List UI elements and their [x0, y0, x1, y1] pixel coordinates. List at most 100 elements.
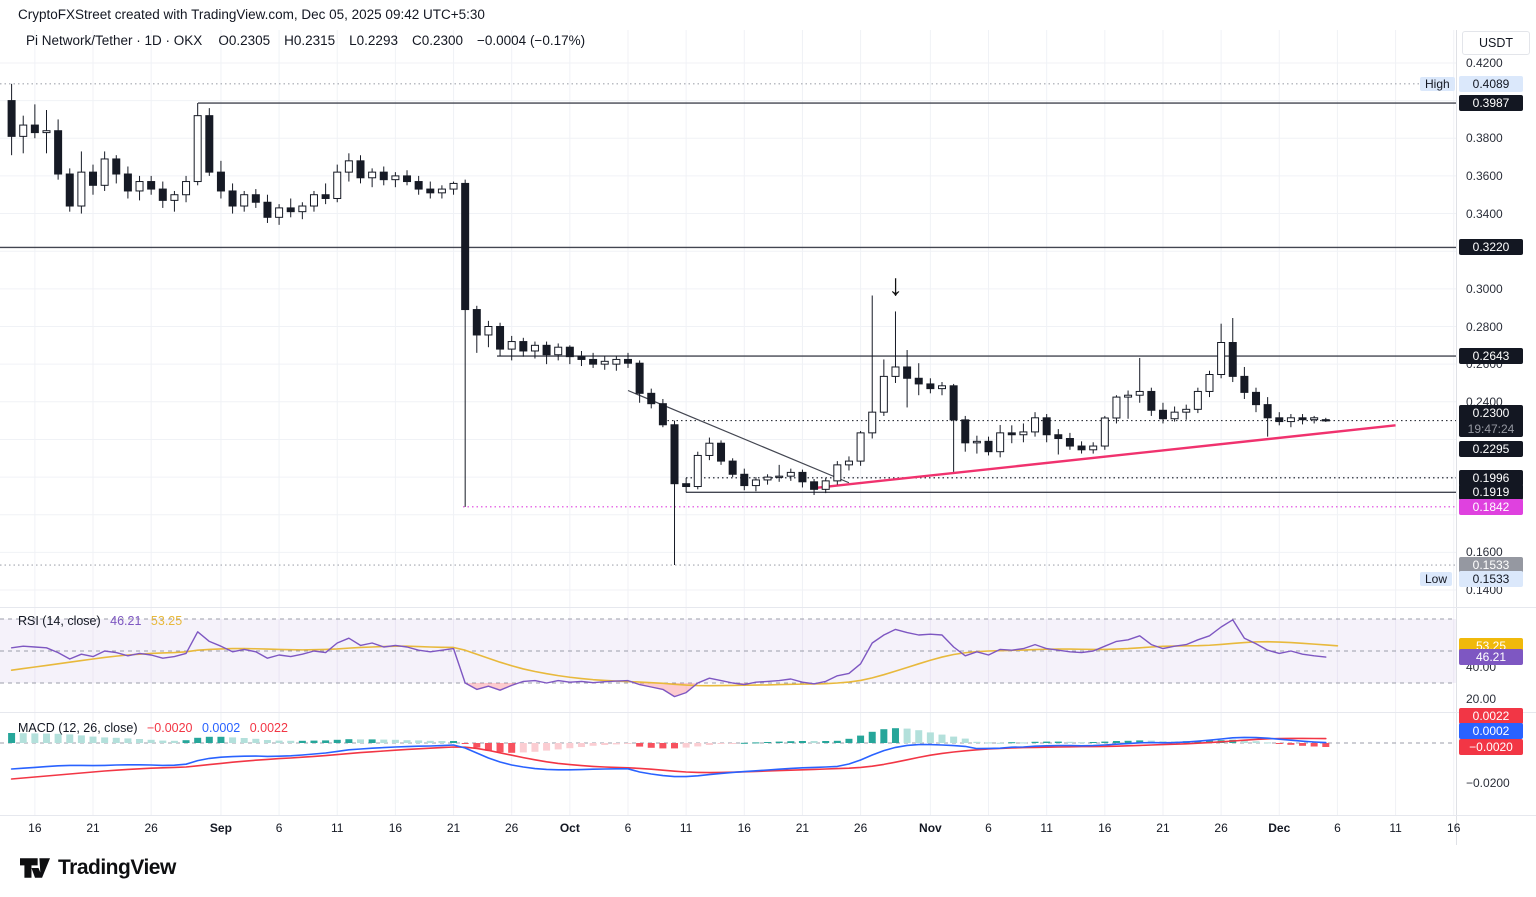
macd-title[interactable]: MACD (12, 26, close) [18, 721, 138, 735]
time-tick-Nov[interactable]: Nov [919, 821, 942, 835]
time-tick-6[interactable]: 6 [624, 821, 632, 835]
candle-body [1310, 417, 1319, 421]
time-tick-11[interactable]: 11 [331, 821, 344, 835]
candle-body [1298, 417, 1307, 421]
candle-body [1158, 409, 1167, 420]
macd-hist-bar [240, 738, 248, 743]
macd-hist-bar [391, 739, 399, 743]
candle-body [914, 377, 923, 385]
time-tick-Dec[interactable]: Dec [1268, 821, 1291, 835]
time-tick-16[interactable]: 16 [1447, 821, 1461, 835]
time-tick-11[interactable]: 11 [1040, 821, 1053, 835]
macd-hist-bar [1078, 742, 1086, 744]
macd-hist-bar [647, 743, 655, 748]
macd-hist-bar [77, 735, 85, 743]
price-badge-0.1919: 0.1919 [1459, 484, 1523, 501]
ohlc-close: C0.2300 [411, 33, 464, 48]
candle-body [1252, 391, 1261, 406]
candle-body [205, 115, 214, 173]
candle-body [728, 460, 737, 475]
macd-hist-bar [124, 738, 132, 743]
time-tick-16[interactable]: 16 [388, 821, 403, 835]
pane-separator[interactable] [0, 712, 1536, 713]
candle-body [182, 181, 191, 196]
time-tick-16[interactable]: 16 [737, 821, 751, 835]
time-tick-11[interactable]: 11 [1389, 821, 1402, 835]
time-tick-6[interactable]: 6 [275, 821, 283, 835]
time-tick-26[interactable]: 26 [505, 821, 519, 835]
macd-hist-bar [287, 740, 295, 743]
candle-body [1112, 396, 1121, 419]
macd-hist-bar [275, 740, 283, 743]
price-badge-0.3220: 0.3220 [1459, 239, 1523, 256]
price-pane[interactable] [0, 30, 1456, 607]
tradingview-logo-text: TradingView [58, 856, 176, 879]
candle-body [7, 100, 16, 137]
candle-body [1065, 438, 1074, 447]
macd-hist-bar [554, 743, 562, 750]
macd-hist-bar [973, 741, 981, 743]
macd-hist-bar [717, 743, 725, 744]
macd-hist-bar [1299, 743, 1307, 746]
time-tick-26[interactable]: 26 [1214, 821, 1228, 835]
macd-hist-bar [891, 728, 899, 743]
candle-body [798, 471, 807, 483]
candle-body [507, 341, 516, 350]
macd-hist-bar [1019, 742, 1027, 744]
candle-body [647, 392, 656, 405]
macd-hist-bar [496, 743, 504, 753]
candle-body [1228, 342, 1237, 377]
macd-hist-bar [182, 740, 190, 743]
macd-hist-bar [1136, 740, 1144, 743]
candle-body [856, 432, 865, 462]
rsi-tick-20.00: 20.00 [1466, 692, 1497, 706]
time-tick-16[interactable]: 16 [28, 821, 42, 835]
pane-separator[interactable] [0, 607, 1536, 608]
macd-hist-bar [101, 737, 109, 743]
candle-body [65, 173, 74, 207]
ohlc-open: O0.2305 [218, 33, 271, 48]
time-tick-21[interactable]: 21 [446, 821, 461, 835]
time-tick-26[interactable]: 26 [853, 821, 868, 835]
macd-tick: −0.0200 [1466, 776, 1510, 790]
time-tick-6[interactable]: 6 [985, 821, 992, 835]
time-tick-6[interactable]: 6 [1334, 821, 1341, 835]
macd-hist-bar [868, 731, 876, 743]
candle-body [158, 188, 167, 201]
candle-body [426, 188, 435, 194]
candle-body [530, 344, 539, 352]
currency-label[interactable]: USDT [1462, 31, 1530, 55]
candle-body [1240, 375, 1249, 393]
macd-hist-bar [1322, 743, 1330, 747]
symbol-title[interactable]: Pi Network/Tether · 1D · OKX [26, 33, 203, 48]
macd-line [10, 736, 1327, 778]
candle-body [786, 471, 795, 477]
time-tick-11[interactable]: 11 [679, 821, 693, 835]
candle-body [403, 175, 412, 183]
rsi-pane[interactable] [0, 607, 1456, 712]
price-tick-0.3400: 0.3400 [1466, 206, 1503, 221]
time-tick-21[interactable]: 21 [1156, 821, 1170, 835]
time-tick-Sep[interactable]: Sep [209, 821, 232, 835]
time-tick-21[interactable]: 21 [86, 821, 100, 835]
rsi-title[interactable]: RSI (14, close) [18, 614, 101, 628]
macd-hist-bar [322, 740, 330, 743]
macd-hist-bar [624, 743, 632, 744]
time-tick-21[interactable]: 21 [795, 821, 810, 835]
macd-hist-bar [403, 740, 411, 743]
tradingview-logo[interactable]: TradingView [20, 855, 176, 881]
candle-body [1205, 374, 1214, 392]
candle-body [286, 207, 295, 213]
macd-hist-bar [229, 737, 237, 743]
candle-body [1217, 342, 1226, 376]
macd-hist-bar [112, 737, 120, 743]
time-tick-16[interactable]: 16 [1098, 821, 1112, 835]
candle-body [54, 130, 63, 175]
time-tick-Oct[interactable]: Oct [559, 821, 580, 835]
macd-hist-bar [159, 740, 167, 743]
rsi-ma-line [10, 640, 1339, 687]
candle-body [705, 442, 714, 456]
macd-hist-bar [822, 741, 830, 743]
time-tick-26[interactable]: 26 [144, 821, 158, 835]
